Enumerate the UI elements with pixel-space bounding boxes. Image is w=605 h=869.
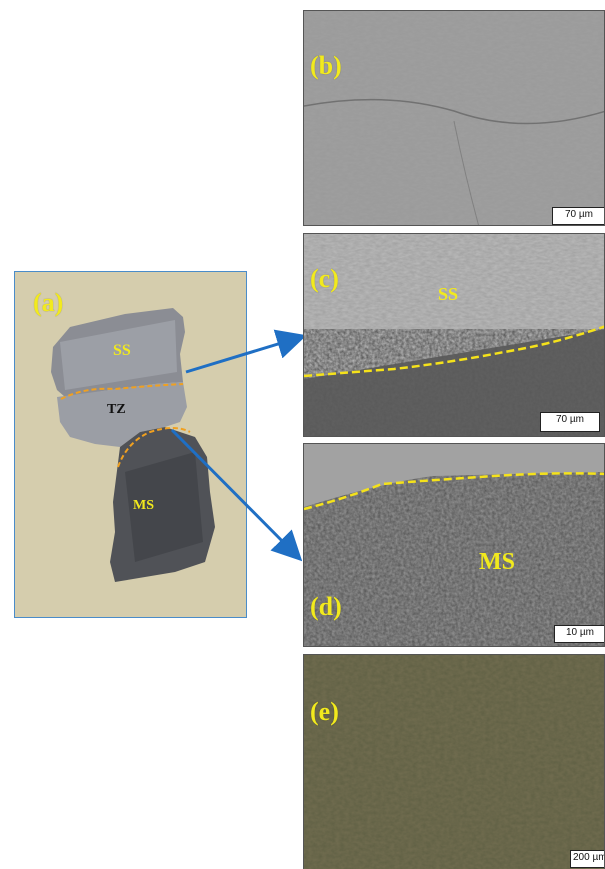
micrograph-b-image [304, 11, 604, 225]
panel-d-scalebar: 10 µm [554, 625, 604, 643]
panel-a-label: (a) [33, 288, 64, 317]
macrograph-image [15, 272, 246, 617]
panel-b-scalebar: 70 µm [552, 207, 604, 225]
panel-c-micrograph: (c) SS 70 µm [303, 233, 605, 437]
specimen-tz-region [57, 382, 187, 447]
panel-c-ss-label: SS [438, 284, 459, 304]
panel-c-boundary [304, 325, 604, 378]
panel-d-micrograph: (d) MS 10 µm [303, 443, 605, 647]
panel-a-macrograph: (a) SS TZ MS [14, 271, 247, 618]
ss-label-macro: SS [113, 342, 131, 359]
ss-tz-boundary [60, 383, 184, 400]
tz-ms-boundary [117, 427, 191, 468]
panel-e-micrograph: (e) 200 µm [303, 654, 605, 869]
panel-b-micrograph: (b) 70 µm [303, 10, 605, 226]
panel-c-scalebar: 70 µm [540, 412, 600, 432]
panel-b-label: (b) [310, 51, 342, 80]
panel-d-ms-label: MS [479, 549, 515, 575]
panel-c-label: (c) [310, 264, 339, 293]
ms-label-macro: MS [133, 498, 154, 513]
tz-label-macro: TZ [107, 402, 126, 417]
micrograph-d-image [304, 444, 604, 646]
panel-e-scalebar: 200 µm [570, 850, 604, 868]
panel-e-label: (e) [310, 697, 339, 726]
panel-d-label: (d) [310, 592, 342, 621]
micrograph-e-image [304, 655, 604, 869]
panel-d-boundary [304, 472, 604, 511]
micrograph-c-image [304, 234, 604, 436]
